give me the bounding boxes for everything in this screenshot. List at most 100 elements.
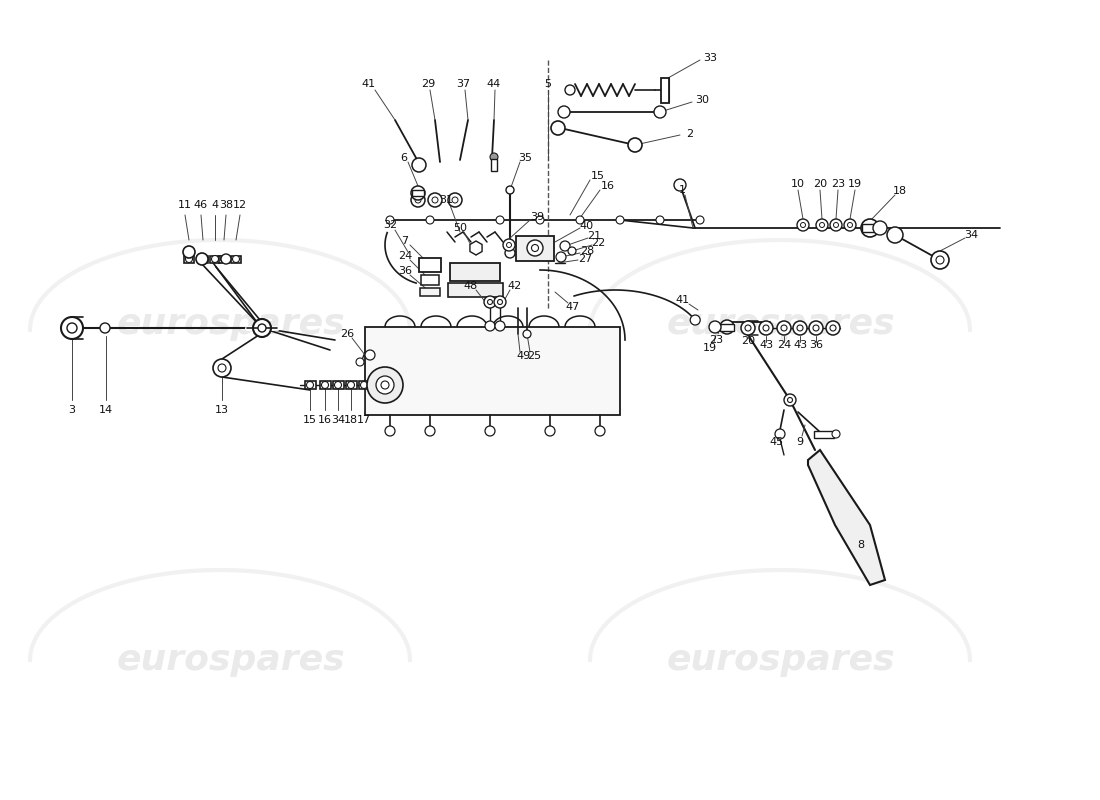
Circle shape: [576, 216, 584, 224]
Circle shape: [568, 247, 576, 255]
Circle shape: [487, 299, 493, 305]
Bar: [210, 255, 220, 262]
Text: 43: 43: [759, 340, 773, 350]
Text: 40: 40: [580, 221, 594, 231]
Circle shape: [873, 221, 887, 235]
Text: 8: 8: [857, 540, 865, 550]
Circle shape: [258, 324, 266, 332]
Circle shape: [60, 317, 82, 339]
Circle shape: [781, 325, 786, 331]
Bar: [219, 255, 229, 262]
Circle shape: [367, 367, 403, 403]
Circle shape: [386, 216, 394, 224]
Circle shape: [381, 381, 389, 389]
Circle shape: [759, 321, 773, 335]
Text: 20: 20: [813, 179, 827, 189]
Circle shape: [830, 325, 836, 331]
Circle shape: [494, 296, 506, 308]
Circle shape: [213, 359, 231, 377]
Bar: [661, 78, 669, 102]
Circle shape: [826, 321, 840, 335]
Circle shape: [506, 186, 514, 194]
Circle shape: [861, 219, 879, 237]
Text: 9: 9: [796, 437, 804, 447]
Bar: [420, 288, 440, 296]
Text: 41: 41: [675, 295, 689, 305]
Circle shape: [100, 323, 110, 333]
Text: 11: 11: [178, 200, 192, 210]
Bar: [345, 381, 356, 389]
Text: 12: 12: [233, 200, 248, 210]
Text: 39: 39: [530, 212, 544, 222]
Circle shape: [801, 222, 805, 227]
Text: 47: 47: [565, 302, 580, 312]
Text: 35: 35: [518, 153, 532, 163]
Text: 1: 1: [679, 185, 685, 195]
Text: 14: 14: [99, 405, 113, 415]
Text: 36: 36: [808, 340, 823, 350]
Circle shape: [503, 239, 515, 251]
Circle shape: [832, 430, 840, 438]
Circle shape: [321, 382, 329, 389]
Text: 29: 29: [421, 79, 436, 89]
Circle shape: [221, 254, 231, 264]
Circle shape: [793, 321, 807, 335]
Text: 24: 24: [398, 251, 412, 261]
Text: 13: 13: [214, 405, 229, 415]
Circle shape: [776, 429, 785, 439]
Circle shape: [220, 255, 228, 262]
Text: 48: 48: [464, 281, 478, 291]
Text: 28: 28: [580, 246, 594, 256]
Circle shape: [448, 193, 462, 207]
Circle shape: [720, 320, 734, 334]
Text: 45: 45: [770, 437, 784, 447]
Text: 17: 17: [356, 415, 371, 425]
Circle shape: [931, 251, 949, 269]
Text: 46: 46: [194, 200, 208, 210]
Circle shape: [544, 426, 556, 436]
Text: 43: 43: [793, 340, 807, 350]
Text: eurospares: eurospares: [117, 307, 345, 341]
Circle shape: [844, 219, 856, 231]
Text: 19: 19: [703, 343, 717, 353]
Circle shape: [361, 382, 367, 389]
Text: 32: 32: [383, 220, 397, 230]
Bar: [365, 327, 620, 415]
Text: 6: 6: [400, 153, 407, 163]
Text: eurospares: eurospares: [667, 643, 895, 677]
Text: 36: 36: [398, 266, 412, 276]
Circle shape: [211, 255, 219, 262]
Text: 2: 2: [686, 129, 694, 139]
Circle shape: [485, 426, 495, 436]
Text: 19: 19: [848, 179, 862, 189]
Text: 50: 50: [453, 223, 468, 233]
Circle shape: [745, 325, 751, 331]
Text: 23: 23: [830, 179, 845, 189]
Circle shape: [560, 241, 570, 251]
Text: 23: 23: [708, 335, 723, 345]
Text: 18: 18: [344, 415, 359, 425]
Circle shape: [484, 296, 496, 308]
Bar: [448, 283, 503, 297]
Circle shape: [485, 321, 495, 331]
Bar: [359, 381, 370, 389]
Circle shape: [595, 426, 605, 436]
Polygon shape: [470, 241, 482, 255]
Text: 27: 27: [578, 254, 592, 264]
Text: 18: 18: [893, 186, 907, 196]
Circle shape: [784, 394, 796, 406]
Text: 15: 15: [302, 415, 317, 425]
Bar: [419, 258, 441, 272]
Circle shape: [674, 179, 686, 191]
Bar: [720, 323, 734, 330]
Text: 41: 41: [361, 79, 375, 89]
Circle shape: [495, 321, 505, 331]
Circle shape: [183, 246, 195, 258]
Circle shape: [496, 216, 504, 224]
Text: 30: 30: [695, 95, 710, 105]
Circle shape: [218, 364, 226, 372]
Bar: [814, 430, 834, 438]
Bar: [450, 263, 500, 281]
Circle shape: [473, 245, 478, 251]
Text: 24: 24: [777, 340, 791, 350]
